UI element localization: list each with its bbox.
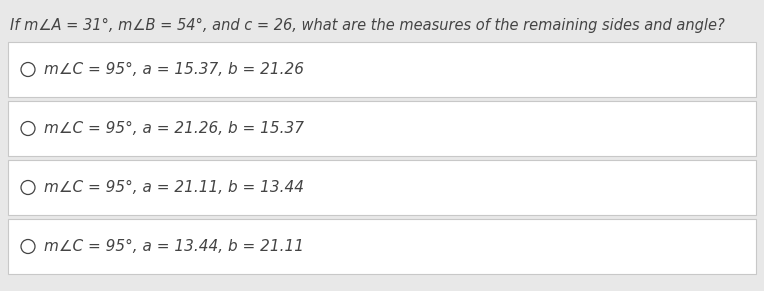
Circle shape bbox=[21, 63, 35, 77]
Text: m∠C = 95°, a = 21.26, b = 15.37: m∠C = 95°, a = 21.26, b = 15.37 bbox=[44, 121, 304, 136]
Text: m∠C = 95°, a = 13.44, b = 21.11: m∠C = 95°, a = 13.44, b = 21.11 bbox=[44, 239, 304, 254]
Text: m∠C = 95°, a = 15.37, b = 21.26: m∠C = 95°, a = 15.37, b = 21.26 bbox=[44, 62, 304, 77]
Circle shape bbox=[21, 239, 35, 253]
Circle shape bbox=[21, 122, 35, 136]
Circle shape bbox=[21, 180, 35, 194]
Bar bbox=[8, 101, 756, 156]
Bar bbox=[8, 160, 756, 215]
Text: m∠C = 95°, a = 21.11, b = 13.44: m∠C = 95°, a = 21.11, b = 13.44 bbox=[44, 180, 304, 195]
Bar bbox=[8, 219, 756, 274]
Text: If m∠A = 31°, m∠B = 54°, and c = 26, what are the measures of the remaining side: If m∠A = 31°, m∠B = 54°, and c = 26, wha… bbox=[10, 18, 725, 33]
Bar bbox=[8, 42, 756, 97]
